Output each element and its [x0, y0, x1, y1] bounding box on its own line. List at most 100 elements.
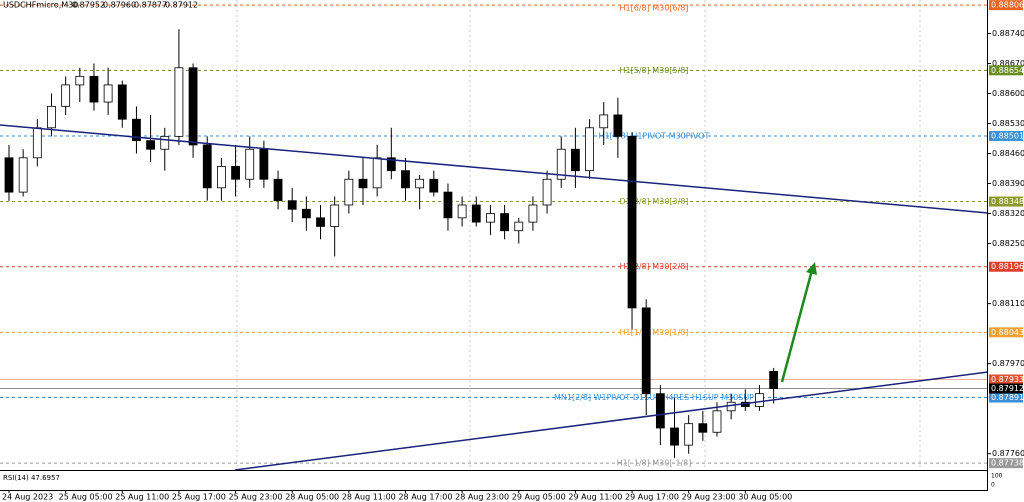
candle-body: [599, 114, 609, 129]
candle-body: [216, 165, 226, 189]
price-box: [989, 458, 1023, 469]
level-label: H1[-1/8] M30[-1/8]: [617, 459, 692, 468]
price-box-label: 0.87738: [991, 459, 1024, 468]
candle-body: [386, 157, 396, 172]
price-box: [989, 383, 1023, 394]
candle-body: [358, 178, 368, 189]
rsi-tick: 100: [991, 473, 1003, 480]
arrow: [780, 269, 814, 383]
x-tick-label: 28 Aug 05:00: [285, 493, 339, 502]
candle-body: [457, 204, 467, 219]
candle-body: [655, 393, 665, 429]
candle-body: [32, 127, 42, 159]
price-box-label: 0.88196: [991, 262, 1024, 271]
candle-body: [316, 217, 325, 227]
y-tick-label: 0.88530: [992, 119, 1024, 128]
candle-body: [259, 148, 269, 180]
x-tick-label: 29 Aug 05:00: [512, 493, 566, 502]
candle-body: [698, 423, 708, 433]
price-box-label: 0.88806: [991, 1, 1024, 10]
price-box: [989, 374, 1023, 385]
candle-body: [429, 178, 439, 193]
x-tick-label: 25 Aug 11:00: [115, 493, 169, 502]
candle-body: [627, 135, 637, 309]
level-label: H1[1/8] M30[1/8]: [620, 328, 689, 337]
candle-body: [18, 157, 28, 193]
header-open: 0.87952: [72, 1, 105, 10]
x-tick-label: 24 Aug 2023: [2, 493, 53, 502]
candle-body: [117, 84, 127, 120]
candle-body: [4, 157, 14, 193]
symbol: USDCHFmicro,M30: [3, 1, 78, 10]
y-tick-label: 0.88460: [992, 149, 1024, 158]
x-tick-label: 29 Aug 23:00: [682, 493, 736, 502]
candle-body: [174, 67, 184, 137]
candle-body: [61, 84, 71, 107]
x-tick-label: 25 Aug 05:00: [59, 493, 113, 502]
level-label: MN1[2/8] W1PIVOT D1SUP H4RES H1SUP M30SU…: [554, 393, 754, 402]
x-tick-label: 25 Aug 23:00: [229, 493, 283, 502]
price-box: [989, 130, 1023, 141]
rsi-label: RSI(14) 47.6957: [3, 474, 60, 482]
candle-body: [670, 427, 679, 446]
price-box-label: 0.88654: [991, 66, 1024, 75]
candle-body: [415, 178, 425, 189]
y-tick-label: 0.88110: [992, 299, 1024, 308]
y-tick-label: 0.88600: [992, 89, 1024, 98]
candle-body: [75, 75, 85, 86]
candle-body: [103, 84, 113, 103]
candle-body: [571, 148, 580, 172]
price-box: [989, 261, 1023, 272]
candle-body: [514, 221, 524, 232]
candle-body: [273, 178, 283, 202]
level-label: H1[5/8] M30[5/8]: [620, 66, 689, 75]
price-box: [989, 392, 1023, 403]
level-label: H1[2/8] M30[2/8]: [620, 262, 689, 271]
price-box-label: 0.88043: [991, 328, 1024, 337]
header-high: 0.87960: [103, 1, 136, 10]
candle-body: [401, 170, 410, 189]
candle-body: [188, 67, 198, 146]
candle-body: [613, 114, 623, 137]
price-box-label: 0.87912: [991, 384, 1024, 393]
price-box-label: 0.87933: [991, 375, 1024, 384]
y-tick-label: 0.88740: [992, 29, 1024, 38]
y-tick-label: 0.88390: [992, 179, 1024, 188]
candle-body: [443, 191, 453, 219]
y-tick-label: 0.88670: [992, 59, 1024, 68]
y-tick-label: 0.88250: [992, 239, 1024, 248]
y-tick-label: 0.87970: [992, 359, 1024, 368]
x-tick-label: 30 Aug 05:00: [738, 493, 792, 502]
candle-body: [245, 148, 255, 180]
candle-body: [556, 148, 566, 180]
level-label: D1[3/8] M30[3/8]: [619, 197, 688, 206]
candle-body: [684, 423, 694, 446]
candle-body: [372, 157, 382, 189]
x-tick-label: 28 Aug 11:00: [342, 493, 396, 502]
x-tick-label: 28 Aug 23:00: [455, 493, 509, 502]
x-tick-label: 25 Aug 17:00: [172, 493, 226, 502]
price-box: [989, 0, 1023, 11]
price-box: [989, 327, 1023, 338]
candle-body: [641, 307, 651, 395]
price-box-label: 0.87891: [991, 393, 1024, 402]
header-low: 0.87877: [134, 1, 167, 10]
candle-body: [287, 200, 297, 210]
candle-body: [344, 178, 354, 206]
candle-body: [202, 144, 212, 189]
candle-body: [146, 140, 156, 150]
candle-body: [769, 370, 779, 389]
candle-body: [301, 208, 311, 219]
header-close: 0.87912: [165, 1, 198, 10]
rsi-tick: 0: [991, 482, 995, 489]
candle-body: [47, 105, 56, 129]
x-tick-label: 28 Aug 17:00: [398, 493, 452, 502]
candle-body: [471, 204, 481, 223]
candle-body: [712, 410, 722, 433]
candle-body: [500, 213, 510, 232]
price-box-label: 0.88348: [991, 197, 1024, 206]
candle-body: [132, 118, 141, 142]
price-box: [989, 196, 1023, 207]
